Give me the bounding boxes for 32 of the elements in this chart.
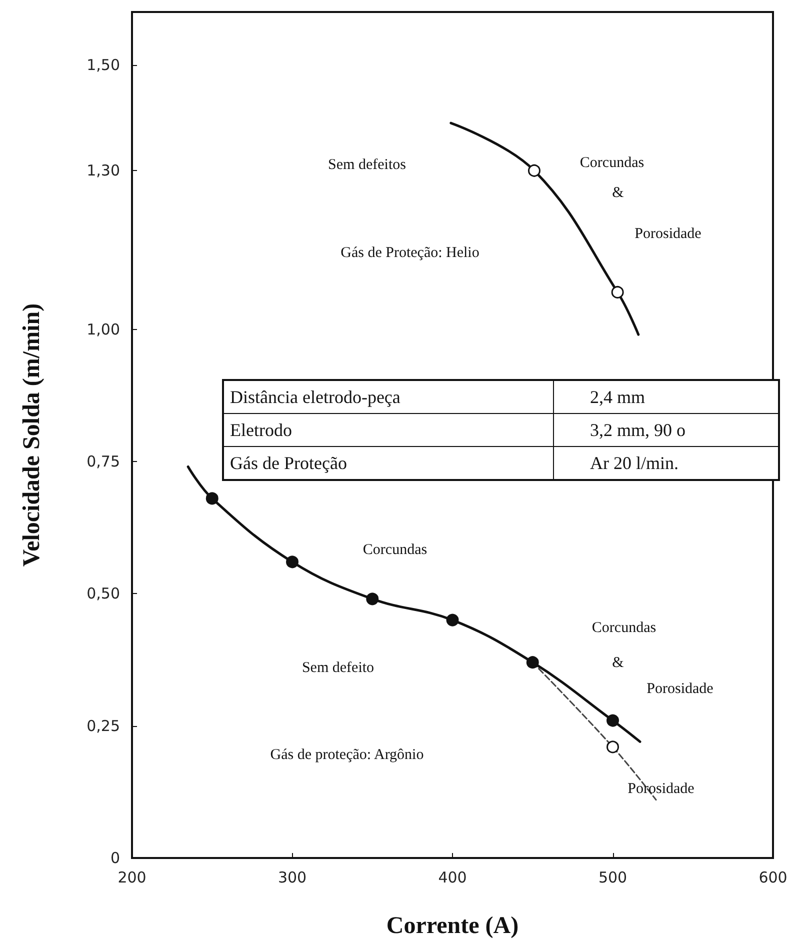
annotation: Distância eletrodo-peça: [223, 380, 554, 414]
annotation: Eletrodo: [223, 414, 554, 446]
y-tick-label: 0: [110, 849, 120, 867]
y-tick-label: 1,00: [86, 320, 120, 338]
annotation: Sem defeito: [302, 660, 374, 676]
annotation: Corcundas: [580, 155, 644, 171]
y-tick-label: 0,50: [86, 584, 120, 603]
annotation: Porosidade: [646, 681, 714, 697]
annotation: &: [612, 185, 624, 201]
x-axis-title: Corrente (A): [386, 913, 519, 939]
x-tick-label: 300: [278, 868, 307, 886]
annotation: Gás de proteção: Argônio: [270, 747, 424, 763]
annotation: Porosidade: [634, 226, 702, 242]
x-tick-label: 400: [438, 868, 467, 886]
x-tick-label: 500: [598, 868, 628, 886]
y-tick-label: 0,25: [86, 716, 120, 735]
annotation: Gás de Proteção: [223, 446, 554, 480]
x-tick-label: 600: [758, 868, 788, 886]
annotation: Ar 20 l/min.: [554, 446, 779, 480]
y-tick-label: 1,30: [86, 162, 120, 180]
y-tick-label: 0,75: [86, 452, 120, 470]
annotation: Corcundas: [362, 542, 428, 558]
y-axis-title: Velocidade Solda (m/min): [19, 303, 45, 567]
y-tick-label: 1,50: [86, 56, 120, 74]
annotation: 3,2 mm, 90 o: [554, 414, 779, 446]
annotation: 2,4 mm: [554, 380, 779, 414]
annotation: Sem defeitos: [328, 157, 406, 173]
annotation: Porosidade: [628, 781, 695, 797]
annotation: Gás de Proteção: Helio: [340, 245, 480, 261]
x-tick-label: 200: [118, 868, 146, 886]
annotation: Corcundas: [592, 620, 656, 636]
annotation: &: [612, 655, 624, 671]
